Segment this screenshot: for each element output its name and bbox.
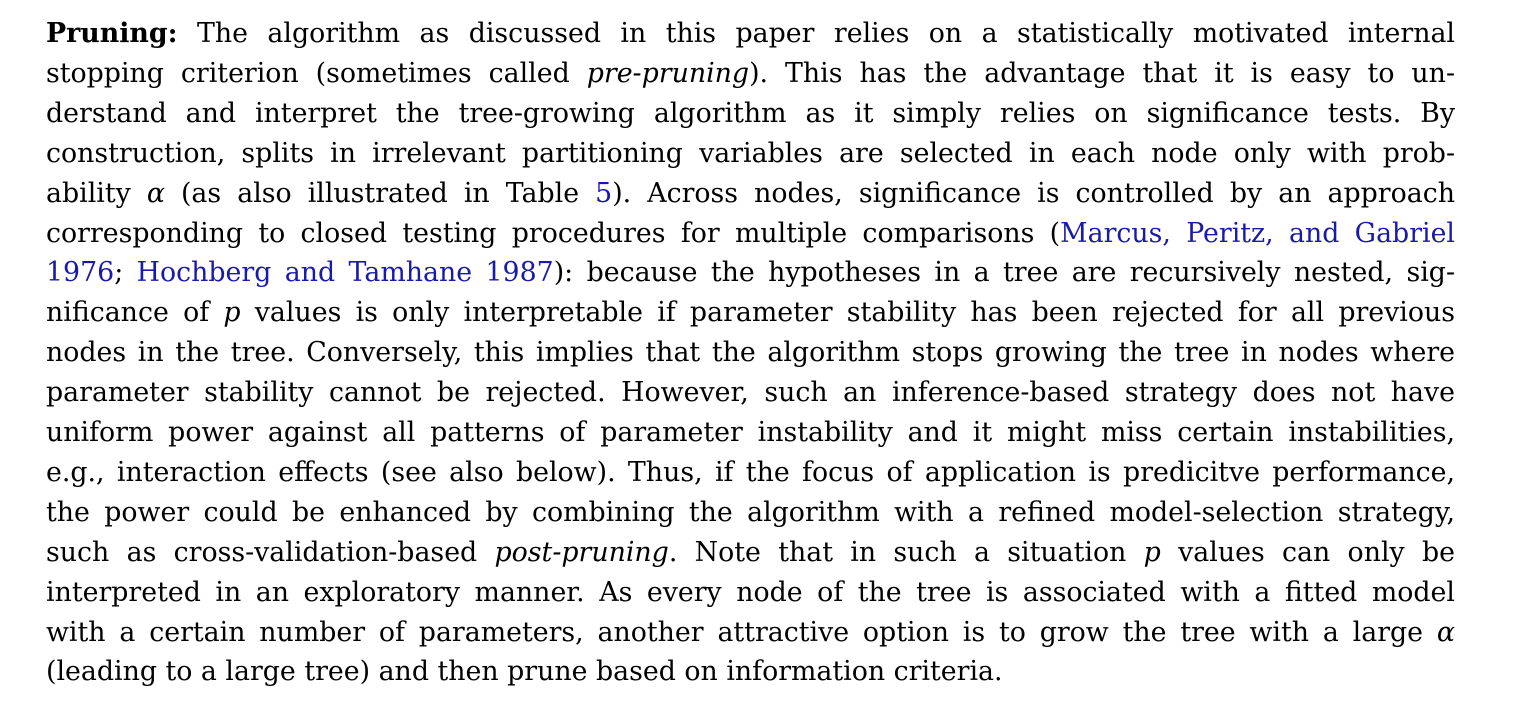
text-line: stopping criterion (sometimes called pre…	[46, 54, 1455, 94]
math-symbol: p	[223, 297, 241, 329]
text-run: (leading to a large tree) and then prune…	[46, 656, 1003, 688]
text-run: with a certain number of parameters, ano…	[46, 616, 1437, 648]
text-run: ). This has the advantage that it is eas…	[749, 57, 1455, 89]
citation-link[interactable]: Hochberg and Tamhane 1987	[136, 257, 554, 289]
text-run: values can only be	[1160, 536, 1455, 568]
text-run: ). Across nodes, significance is control…	[612, 177, 1455, 209]
text-run: the power could be enhanced by combining…	[46, 496, 1455, 528]
text-run: nodes in the tree. Conversely, this impl…	[46, 337, 1455, 369]
math-symbol: p	[1143, 536, 1161, 568]
text-run: The algorithm as discussed in this paper…	[177, 18, 1455, 49]
text-run: ): because the hypotheses in a tree are …	[553, 257, 1456, 289]
text-line: with a certain number of parameters, ano…	[46, 613, 1455, 653]
text-run: nificance of	[46, 297, 224, 329]
text-line: Pruning: The algorithm as discussed in t…	[46, 14, 1455, 54]
text-run: uniform power against all patterns of pa…	[46, 417, 1455, 448]
text-line: corresponding to closed testing procedur…	[46, 214, 1455, 254]
citation-link[interactable]: 5	[595, 177, 613, 209]
text-line: parameter stability cannot be rejected. …	[46, 373, 1455, 413]
math-symbol: α	[146, 177, 165, 209]
emphasis-text: pre-pruning	[586, 57, 750, 89]
math-symbol: α	[1436, 616, 1455, 648]
text-run: parameter stability cannot be rejected. …	[46, 377, 1455, 409]
text-line: uniform power against all patterns of pa…	[46, 413, 1455, 453]
text-line: (leading to a large tree) and then prune…	[46, 652, 1455, 692]
text-line: ability α (as also illustrated in Table …	[46, 174, 1455, 214]
text-run: interpreted in an exploratory manner. As…	[46, 576, 1455, 608]
emphasis-text: post-pruning	[494, 536, 669, 568]
paragraph-heading: Pruning:	[46, 18, 178, 49]
text-run: ;	[114, 257, 137, 289]
text-run: derstand and interpret the tree-growing …	[46, 97, 1455, 129]
text-run: e.g., interaction effects (see also belo…	[46, 456, 1455, 488]
citation-link[interactable]: Marcus, Peritz, and Gabriel	[1060, 217, 1456, 249]
text-line: construction, splits in irrelevant parti…	[46, 134, 1455, 174]
text-line: nodes in the tree. Conversely, this impl…	[46, 333, 1455, 373]
text-run: ability	[46, 177, 147, 209]
text-run: (as also illustrated in Table	[164, 177, 596, 209]
text-line: such as cross-validation-based post-prun…	[46, 533, 1455, 573]
text-line: the power could be enhanced by combining…	[46, 493, 1455, 533]
text-line: interpreted in an exploratory manner. As…	[46, 573, 1455, 613]
text-line: nificance of p values is only interpreta…	[46, 293, 1455, 333]
text-line: e.g., interaction effects (see also belo…	[46, 453, 1455, 493]
text-run: construction, splits in irrelevant parti…	[46, 137, 1455, 169]
text-line: derstand and interpret the tree-growing …	[46, 94, 1455, 134]
text-run: . Note that in such a situation	[668, 536, 1144, 568]
text-run: corresponding to closed testing procedur…	[46, 217, 1061, 249]
citation-link[interactable]: 1976	[46, 257, 115, 289]
text-run: stopping criterion (sometimes called	[46, 57, 587, 89]
text-line: 1976; Hochberg and Tamhane 1987): becaus…	[46, 253, 1455, 293]
text-run: such as cross-validation-based	[46, 536, 495, 568]
text-run: values is only interpretable if paramete…	[240, 297, 1455, 329]
